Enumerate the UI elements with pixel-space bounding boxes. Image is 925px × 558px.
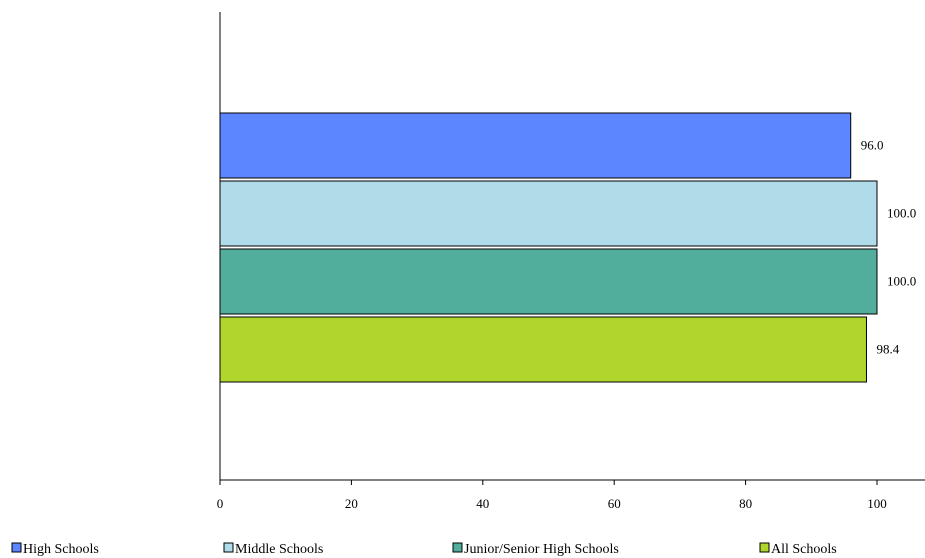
x-tick-label: 100 (867, 496, 887, 511)
data-label: 100.0 (887, 206, 916, 221)
data-label: 100.0 (887, 274, 916, 289)
data-label: 96.0 (861, 138, 884, 153)
bar-high-schools (219, 112, 852, 179)
legend: High Schools Middle Schools Junior/Senior … (11, 542, 837, 557)
x-tick-label: 40 (476, 496, 489, 511)
data-labels: 96.0 100.0 100.0 98.4 (861, 138, 917, 357)
x-tick-label: 20 (345, 496, 358, 511)
bar-junior-senior-high-schools (219, 248, 878, 315)
legend-swatch (223, 542, 234, 553)
legend-label: Junior/Senior High Schools (464, 542, 619, 557)
x-tick-label: 0 (217, 496, 224, 511)
legend-swatch (759, 542, 770, 553)
bar-middle-schools (219, 180, 878, 247)
legend-swatch (11, 542, 22, 553)
x-axis-ticks: 0 20 40 60 80 100 (217, 480, 887, 511)
bar-all-schools (219, 316, 867, 383)
legend-label: High Schools (23, 542, 99, 557)
legend-swatch (452, 542, 463, 553)
x-tick-label: 60 (608, 496, 621, 511)
bars-group (219, 112, 878, 383)
legend-label: All Schools (771, 542, 837, 557)
x-tick-label: 80 (739, 496, 752, 511)
data-label: 98.4 (876, 342, 899, 357)
legend-label: Middle Schools (235, 542, 323, 557)
